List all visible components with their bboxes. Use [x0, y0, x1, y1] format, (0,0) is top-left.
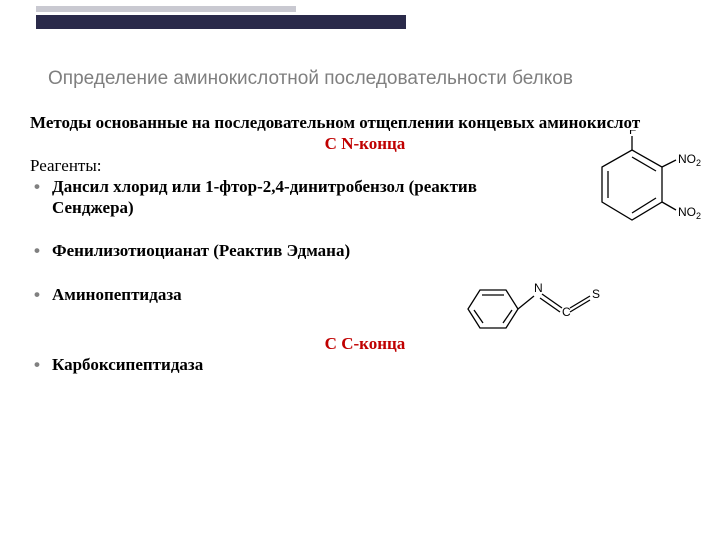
accent-bar-light [36, 6, 296, 12]
chem-structure-fdnb: F NO2 NO2 [582, 130, 702, 250]
list-item: Карбоксипептидаза [52, 354, 700, 375]
chem-label-no2-top: NO2 [678, 152, 701, 168]
slide-title: Определение аминокислотной последователь… [48, 68, 680, 90]
chem-structure-pitc: N C S [450, 272, 610, 342]
chem-label-s: S [592, 287, 600, 301]
accent-bar-dark [36, 15, 406, 29]
chem-label-no2-bottom: NO2 [678, 205, 701, 221]
slide: Определение аминокислотной последователь… [0, 0, 720, 540]
reagent-list-c: Карбоксипептидаза [30, 354, 700, 375]
chem-label-c: C [562, 305, 571, 319]
chem-label-f: F [629, 130, 636, 137]
chem-label-n: N [534, 281, 543, 295]
